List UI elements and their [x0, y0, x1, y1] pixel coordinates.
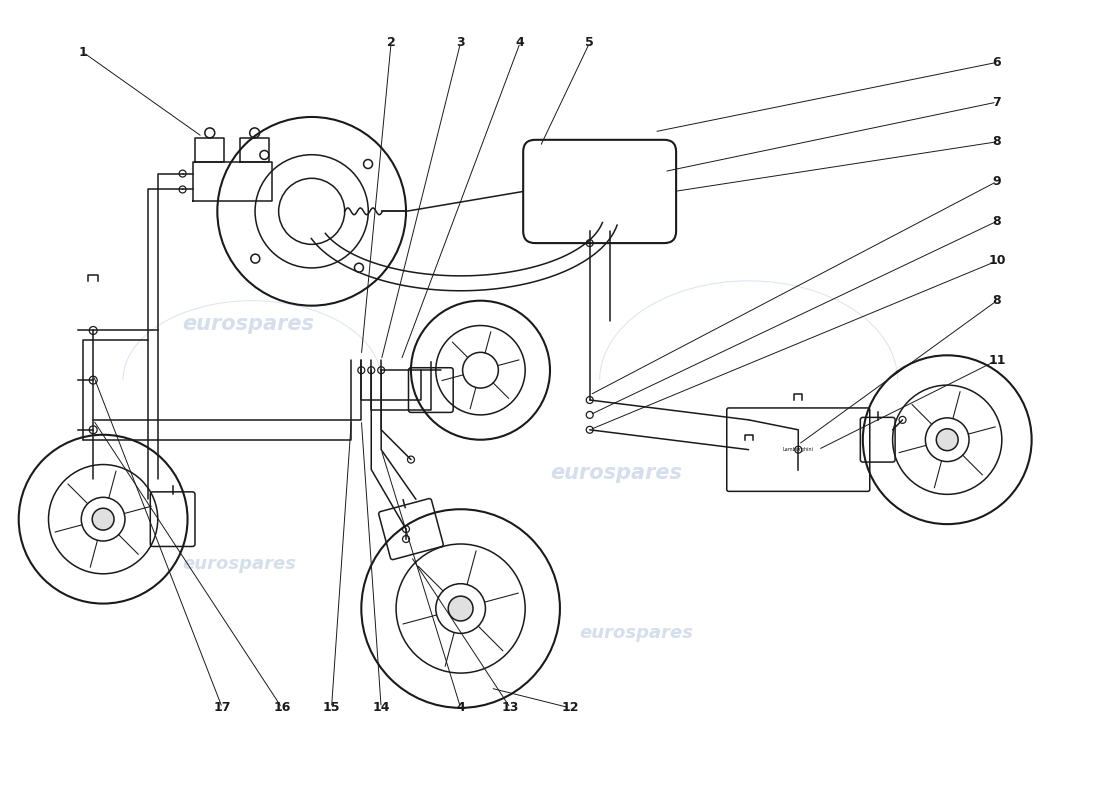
Text: 7: 7 [992, 95, 1001, 109]
Text: 17: 17 [213, 702, 231, 714]
Text: 4: 4 [516, 36, 525, 49]
Text: eurospares: eurospares [580, 624, 694, 642]
Text: eurospares: eurospares [183, 314, 315, 334]
Text: 10: 10 [988, 254, 1005, 267]
Text: 4: 4 [456, 702, 465, 714]
Text: eurospares: eurospares [183, 555, 297, 573]
Text: 6: 6 [992, 56, 1001, 69]
Text: 8: 8 [992, 135, 1001, 148]
Text: 13: 13 [502, 702, 519, 714]
Text: 8: 8 [992, 294, 1001, 307]
Text: 15: 15 [322, 702, 340, 714]
Text: eurospares: eurospares [550, 463, 682, 483]
Text: 11: 11 [988, 354, 1005, 366]
Text: 8: 8 [992, 214, 1001, 228]
Text: 1: 1 [79, 46, 88, 59]
Text: 16: 16 [273, 702, 290, 714]
Text: 5: 5 [585, 36, 594, 49]
Circle shape [448, 596, 473, 621]
Circle shape [92, 508, 114, 530]
Circle shape [936, 429, 958, 450]
Text: Lamborghini: Lamborghini [783, 447, 814, 452]
Text: 14: 14 [373, 702, 389, 714]
Text: 12: 12 [561, 702, 579, 714]
Text: 3: 3 [456, 36, 465, 49]
Text: 9: 9 [992, 175, 1001, 188]
Text: 2: 2 [387, 36, 396, 49]
